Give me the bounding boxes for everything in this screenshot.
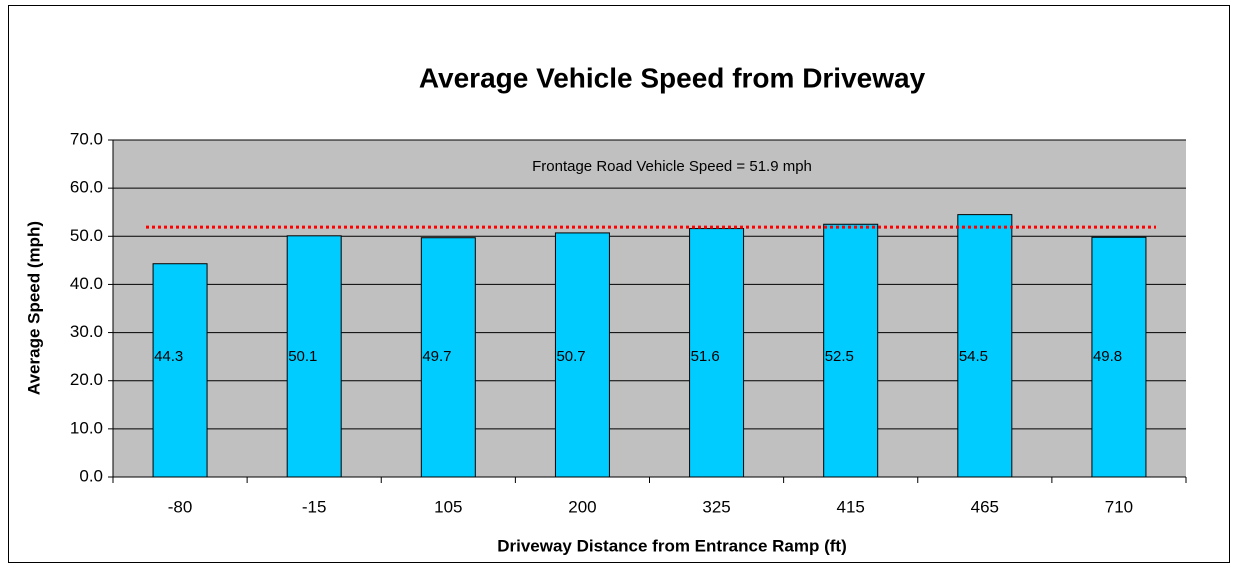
y-tick-label: 40.0 (70, 274, 103, 293)
data-label: 49.8 (1093, 348, 1122, 365)
bar (1091, 236, 1147, 478)
x-tick-label: 105 (434, 497, 462, 516)
x-axis-label: Driveway Distance from Entrance Ramp (ft… (497, 536, 847, 555)
y-tick-label: 70.0 (70, 129, 103, 148)
y-tick-label: 50.0 (70, 226, 103, 245)
bar (554, 232, 610, 478)
bar (689, 228, 745, 478)
data-label: 51.6 (691, 348, 720, 365)
plot-area (113, 140, 1186, 477)
x-tick-label: 465 (971, 497, 999, 516)
x-tick-label: 415 (837, 497, 865, 516)
data-label: 44.3 (154, 348, 183, 365)
y-tick-label: 20.0 (70, 370, 103, 389)
y-tick-label: 0.0 (79, 466, 103, 485)
bar (286, 235, 342, 478)
data-label: 50.1 (288, 348, 317, 365)
x-tick-label: 710 (1105, 497, 1133, 516)
x-tick-label: 325 (702, 497, 730, 516)
bar (823, 223, 879, 478)
data-label: 52.5 (825, 348, 854, 365)
y-axis-label: Average Speed (mph) (24, 221, 43, 395)
x-tick-label: -80 (168, 497, 193, 516)
x-tick-label: -15 (302, 497, 327, 516)
x-tick-label: 200 (568, 497, 596, 516)
y-tick-label: 60.0 (70, 178, 103, 197)
annotation: Frontage Road Vehicle Speed = 51.9 mph (532, 158, 812, 175)
y-tick-label: 10.0 (70, 418, 103, 437)
data-label: 49.7 (422, 348, 451, 365)
data-label: 54.5 (959, 348, 988, 365)
bar (957, 214, 1013, 478)
data-label: 50.7 (556, 348, 585, 365)
y-tick-label: 30.0 (70, 322, 103, 341)
chart-title: Average Vehicle Speed from Driveway (419, 62, 926, 93)
bar (152, 263, 208, 478)
